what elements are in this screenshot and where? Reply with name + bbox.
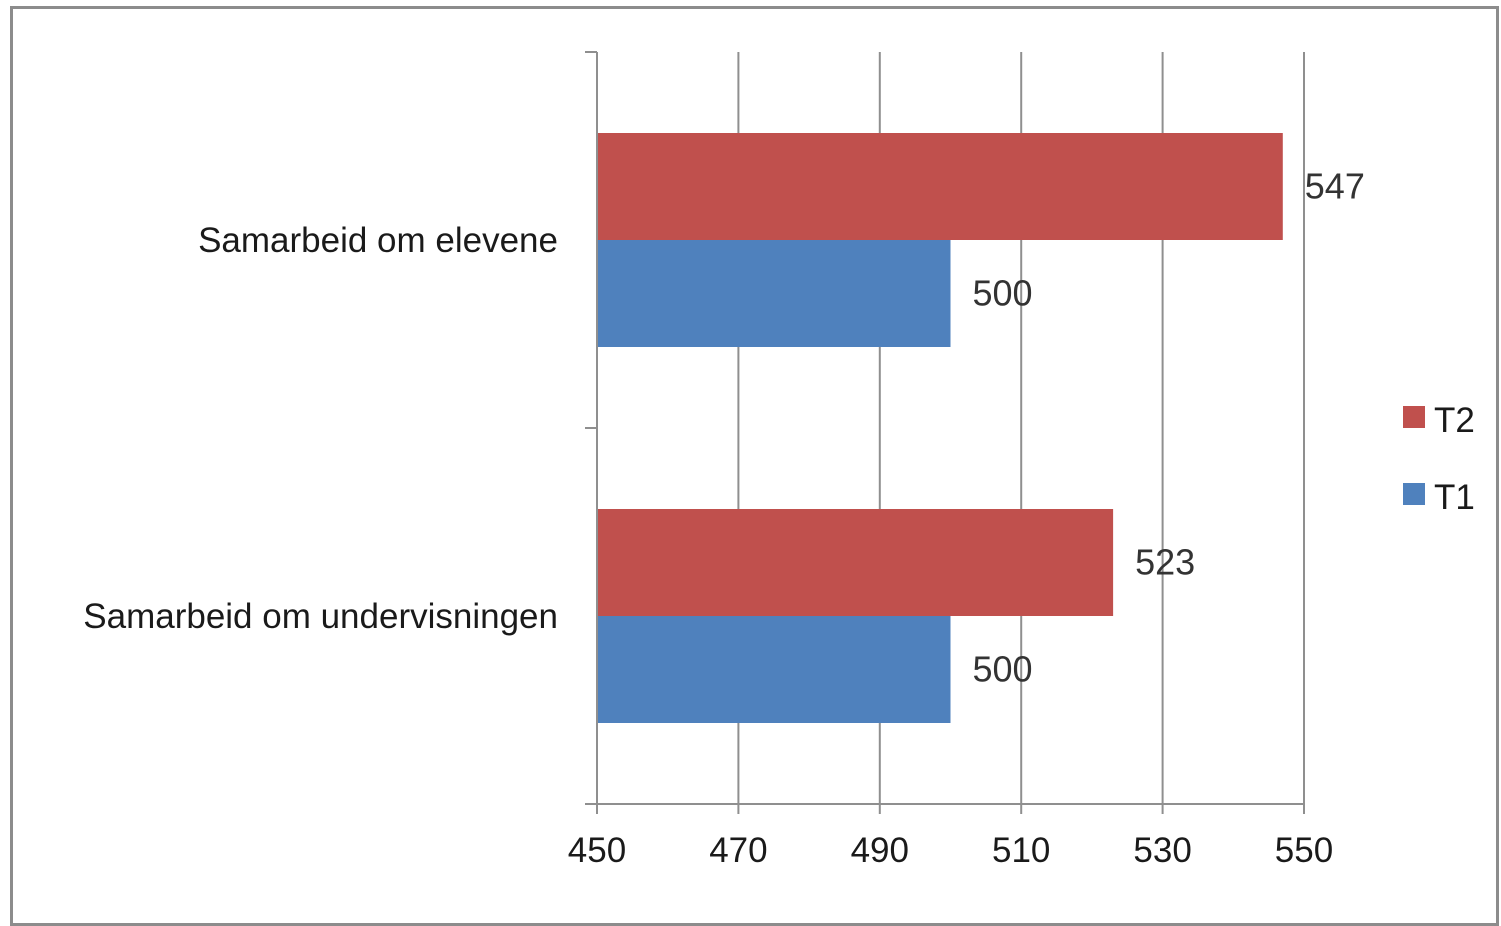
- legend-label: T1: [1434, 478, 1475, 517]
- axes: 450 470 490 510 530 550: [568, 51, 1333, 870]
- x-tick-label: 490: [851, 831, 909, 870]
- data-label: 500: [973, 273, 1033, 314]
- data-label: 547: [1305, 166, 1365, 207]
- category-label: Samarbeid om elevene: [198, 221, 558, 260]
- bar-t1: [597, 616, 951, 723]
- x-tick-label: 550: [1275, 831, 1333, 870]
- data-label: 500: [973, 649, 1033, 690]
- bar-t2: [597, 133, 1283, 240]
- legend-swatch-t1: [1403, 483, 1425, 505]
- legend-swatch-t2: [1403, 406, 1425, 428]
- bar-t2: [597, 509, 1114, 616]
- category-label: Samarbeid om undervisningen: [83, 597, 558, 636]
- bar-t1: [597, 240, 951, 347]
- bars: [597, 133, 1283, 723]
- data-label: 523: [1135, 542, 1195, 583]
- x-tick-label: 470: [709, 831, 767, 870]
- legend: T2 T1: [1403, 401, 1475, 517]
- x-tick-label: 450: [568, 831, 626, 870]
- legend-label: T2: [1434, 401, 1475, 440]
- x-tick-label: 530: [1133, 831, 1191, 870]
- labels: Samarbeid om elevene 547 500 Samarbeid om u…: [83, 166, 1365, 690]
- x-tick-label: 510: [992, 831, 1050, 870]
